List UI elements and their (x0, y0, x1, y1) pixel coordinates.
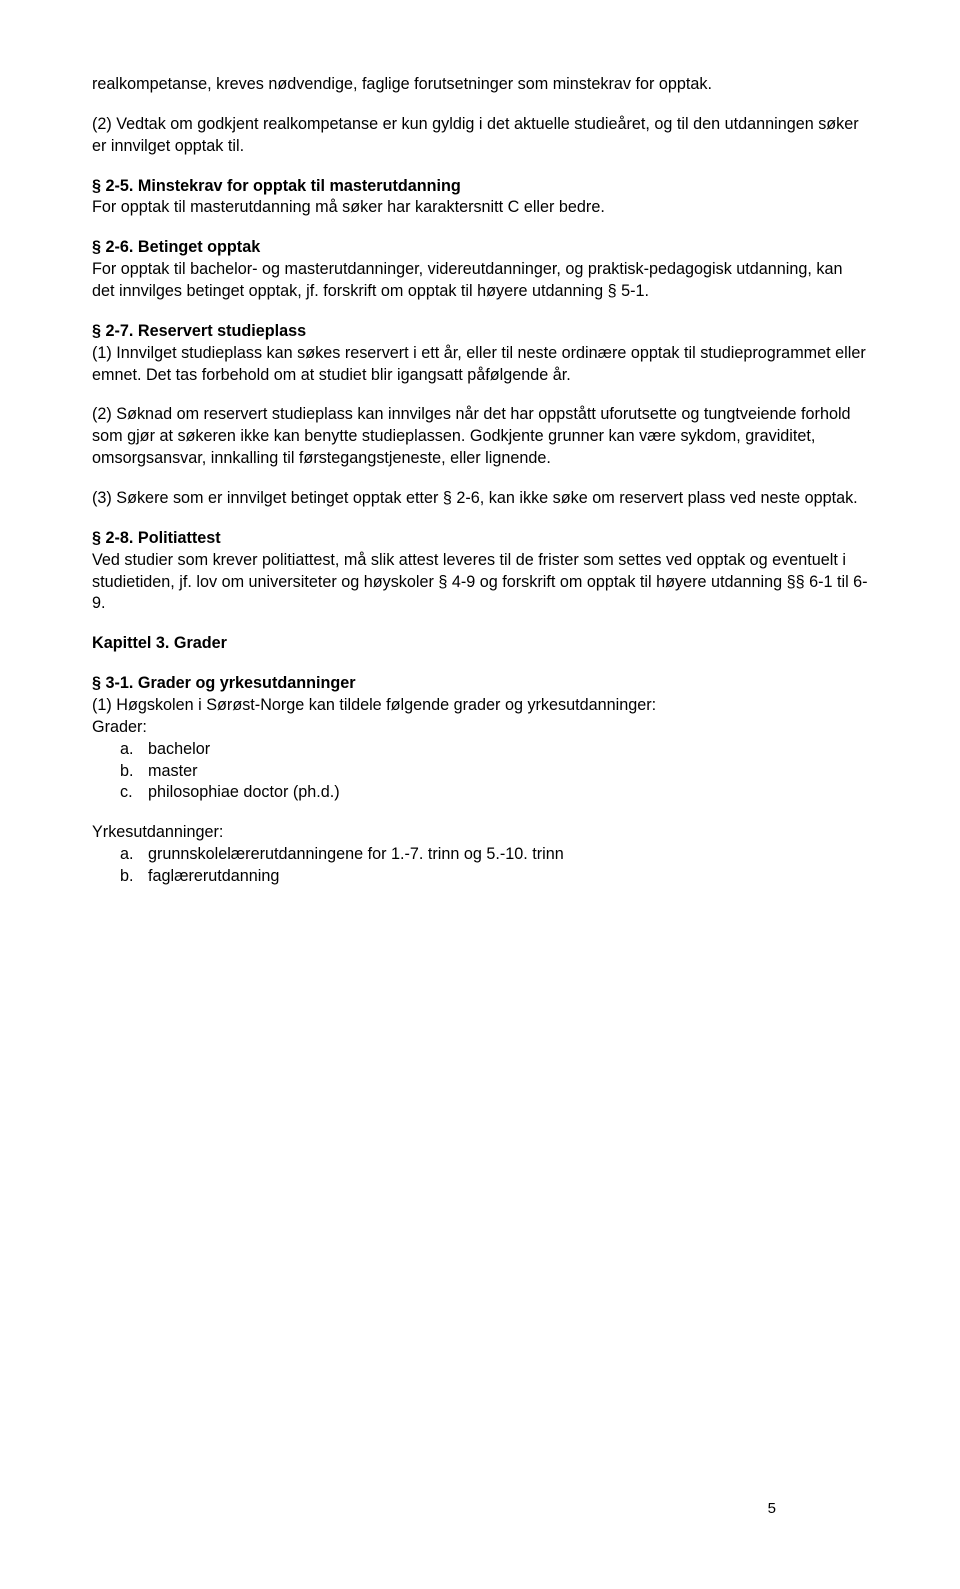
section-2-7: § 2-7. Reservert studieplass (1) Innvilg… (92, 321, 868, 387)
grader-item-a: a. bachelor (92, 739, 868, 761)
section-2-8-title: § 2-8. Politiattest (92, 528, 868, 550)
list-marker: c. (120, 782, 133, 804)
section-3-1-intro: (1) Høgskolen i Sørøst-Norge kan tildele… (92, 695, 868, 717)
yrkes-item-b: b. faglærerutdanning (92, 866, 868, 888)
grader-item-b-text: master (148, 762, 197, 780)
section-2-5: § 2-5. Minstekrav for opptak til masteru… (92, 176, 868, 220)
page-number: 5 (768, 1499, 776, 1519)
yrkes-item-a: a. grunnskolelærerutdanningene for 1.-7.… (92, 844, 868, 866)
section-2-8: § 2-8. Politiattest Ved studier som krev… (92, 528, 868, 615)
yrkesutdanninger-block: Yrkesutdanninger: a. grunnskolelærerutda… (92, 822, 868, 888)
section-2-6: § 2-6. Betinget opptak For opptak til ba… (92, 237, 868, 303)
section-2-8-body: Ved studier som krever politiattest, må … (92, 550, 868, 616)
yrkes-label: Yrkesutdanninger: (92, 822, 868, 844)
grader-label: Grader: (92, 717, 868, 739)
list-marker: a. (120, 739, 134, 761)
list-marker: b. (120, 761, 134, 783)
section-3-1: § 3-1. Grader og yrkesutdanninger (1) Hø… (92, 673, 868, 804)
grader-item-c-text: philosophiae doctor (ph.d.) (148, 783, 340, 801)
yrkes-item-a-text: grunnskolelærerutdanningene for 1.-7. tr… (148, 845, 564, 863)
grader-item-b: b. master (92, 761, 868, 783)
grader-item-c: c. philosophiae doctor (ph.d.) (92, 782, 868, 804)
section-2-7-p1: (1) Innvilget studieplass kan søkes rese… (92, 343, 868, 387)
document-page: realkompetanse, kreves nødvendige, fagli… (92, 74, 868, 1549)
section-2-5-body: For opptak til masterutdanning må søker … (92, 197, 868, 219)
list-marker: b. (120, 866, 134, 888)
list-marker: a. (120, 844, 134, 866)
paragraph-intro-1: realkompetanse, kreves nødvendige, fagli… (92, 74, 868, 96)
section-2-7-title: § 2-7. Reservert studieplass (92, 321, 868, 343)
section-2-5-title: § 2-5. Minstekrav for opptak til masteru… (92, 176, 868, 198)
section-2-6-body: For opptak til bachelor- og masterutdann… (92, 259, 868, 303)
chapter-3-title: Kapittel 3. Grader (92, 633, 868, 655)
yrkes-item-b-text: faglærerutdanning (148, 867, 279, 885)
paragraph-intro-2: (2) Vedtak om godkjent realkompetanse er… (92, 114, 868, 158)
section-2-6-title: § 2-6. Betinget opptak (92, 237, 868, 259)
section-2-7-p3: (3) Søkere som er innvilget betinget opp… (92, 488, 868, 510)
section-3-1-title: § 3-1. Grader og yrkesutdanninger (92, 673, 868, 695)
section-2-7-p2: (2) Søknad om reservert studieplass kan … (92, 404, 868, 470)
grader-item-a-text: bachelor (148, 740, 210, 758)
